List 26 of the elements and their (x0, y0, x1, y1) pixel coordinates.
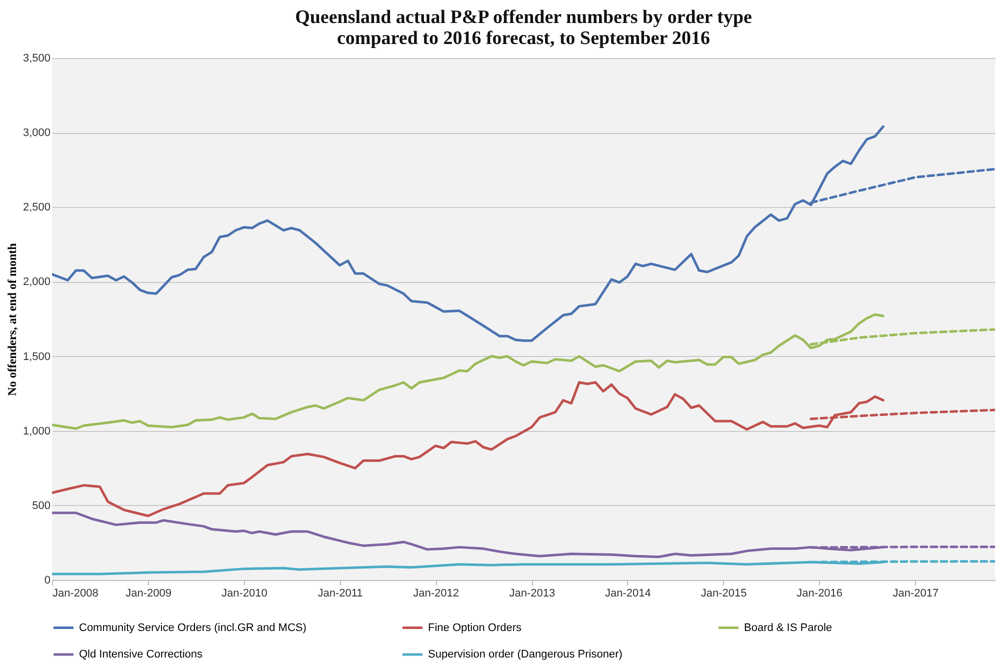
y-tick-label: 500 (32, 500, 50, 512)
y-tick-label: 3,000 (22, 127, 50, 140)
y-tick-label: 1,500 (22, 350, 50, 363)
y-tick-label: 3,500 (22, 52, 50, 64)
x-tick-label: Jan-2009 (126, 588, 172, 600)
text: compared to 2016 forecast, to September 2016 (336, 28, 710, 49)
y-axis-title: No offenders, at end of month (4, 242, 19, 396)
x-tick-label: Jan-2017 (892, 588, 939, 600)
legend-label: Community Service Orders (incl.GR and MCS) (79, 622, 306, 634)
legend-label: Qld Intensive Corrections (79, 648, 203, 660)
y-tick-label: 1,000 (22, 425, 50, 438)
y-tick-label: 2,500 (22, 202, 50, 214)
legend-label: Fine Option Orders (428, 622, 522, 634)
x-tick-label: Jan-2015 (700, 588, 747, 600)
x-tick-label: Jan-2011 (318, 588, 363, 600)
x-tick-label: Jan-2013 (509, 588, 556, 600)
y-tick-label: 2,000 (22, 276, 50, 288)
legend-label: Supervision order (Dangerous Prisoner) (428, 648, 622, 660)
x-tick-label: Jan-2016 (796, 588, 843, 600)
legend-label: Board & IS Parole (744, 622, 832, 634)
x-tick-label: Jan-2010 (221, 588, 268, 600)
y-tick-label: 0 (44, 574, 50, 586)
x-tick-label: Jan-2014 (605, 588, 651, 600)
text: Queensland actual P&P offender numbers by order type (295, 7, 752, 28)
x-tick-label: Jan-2008 (52, 588, 98, 600)
x-tick-label: Jan-2012 (413, 588, 459, 600)
